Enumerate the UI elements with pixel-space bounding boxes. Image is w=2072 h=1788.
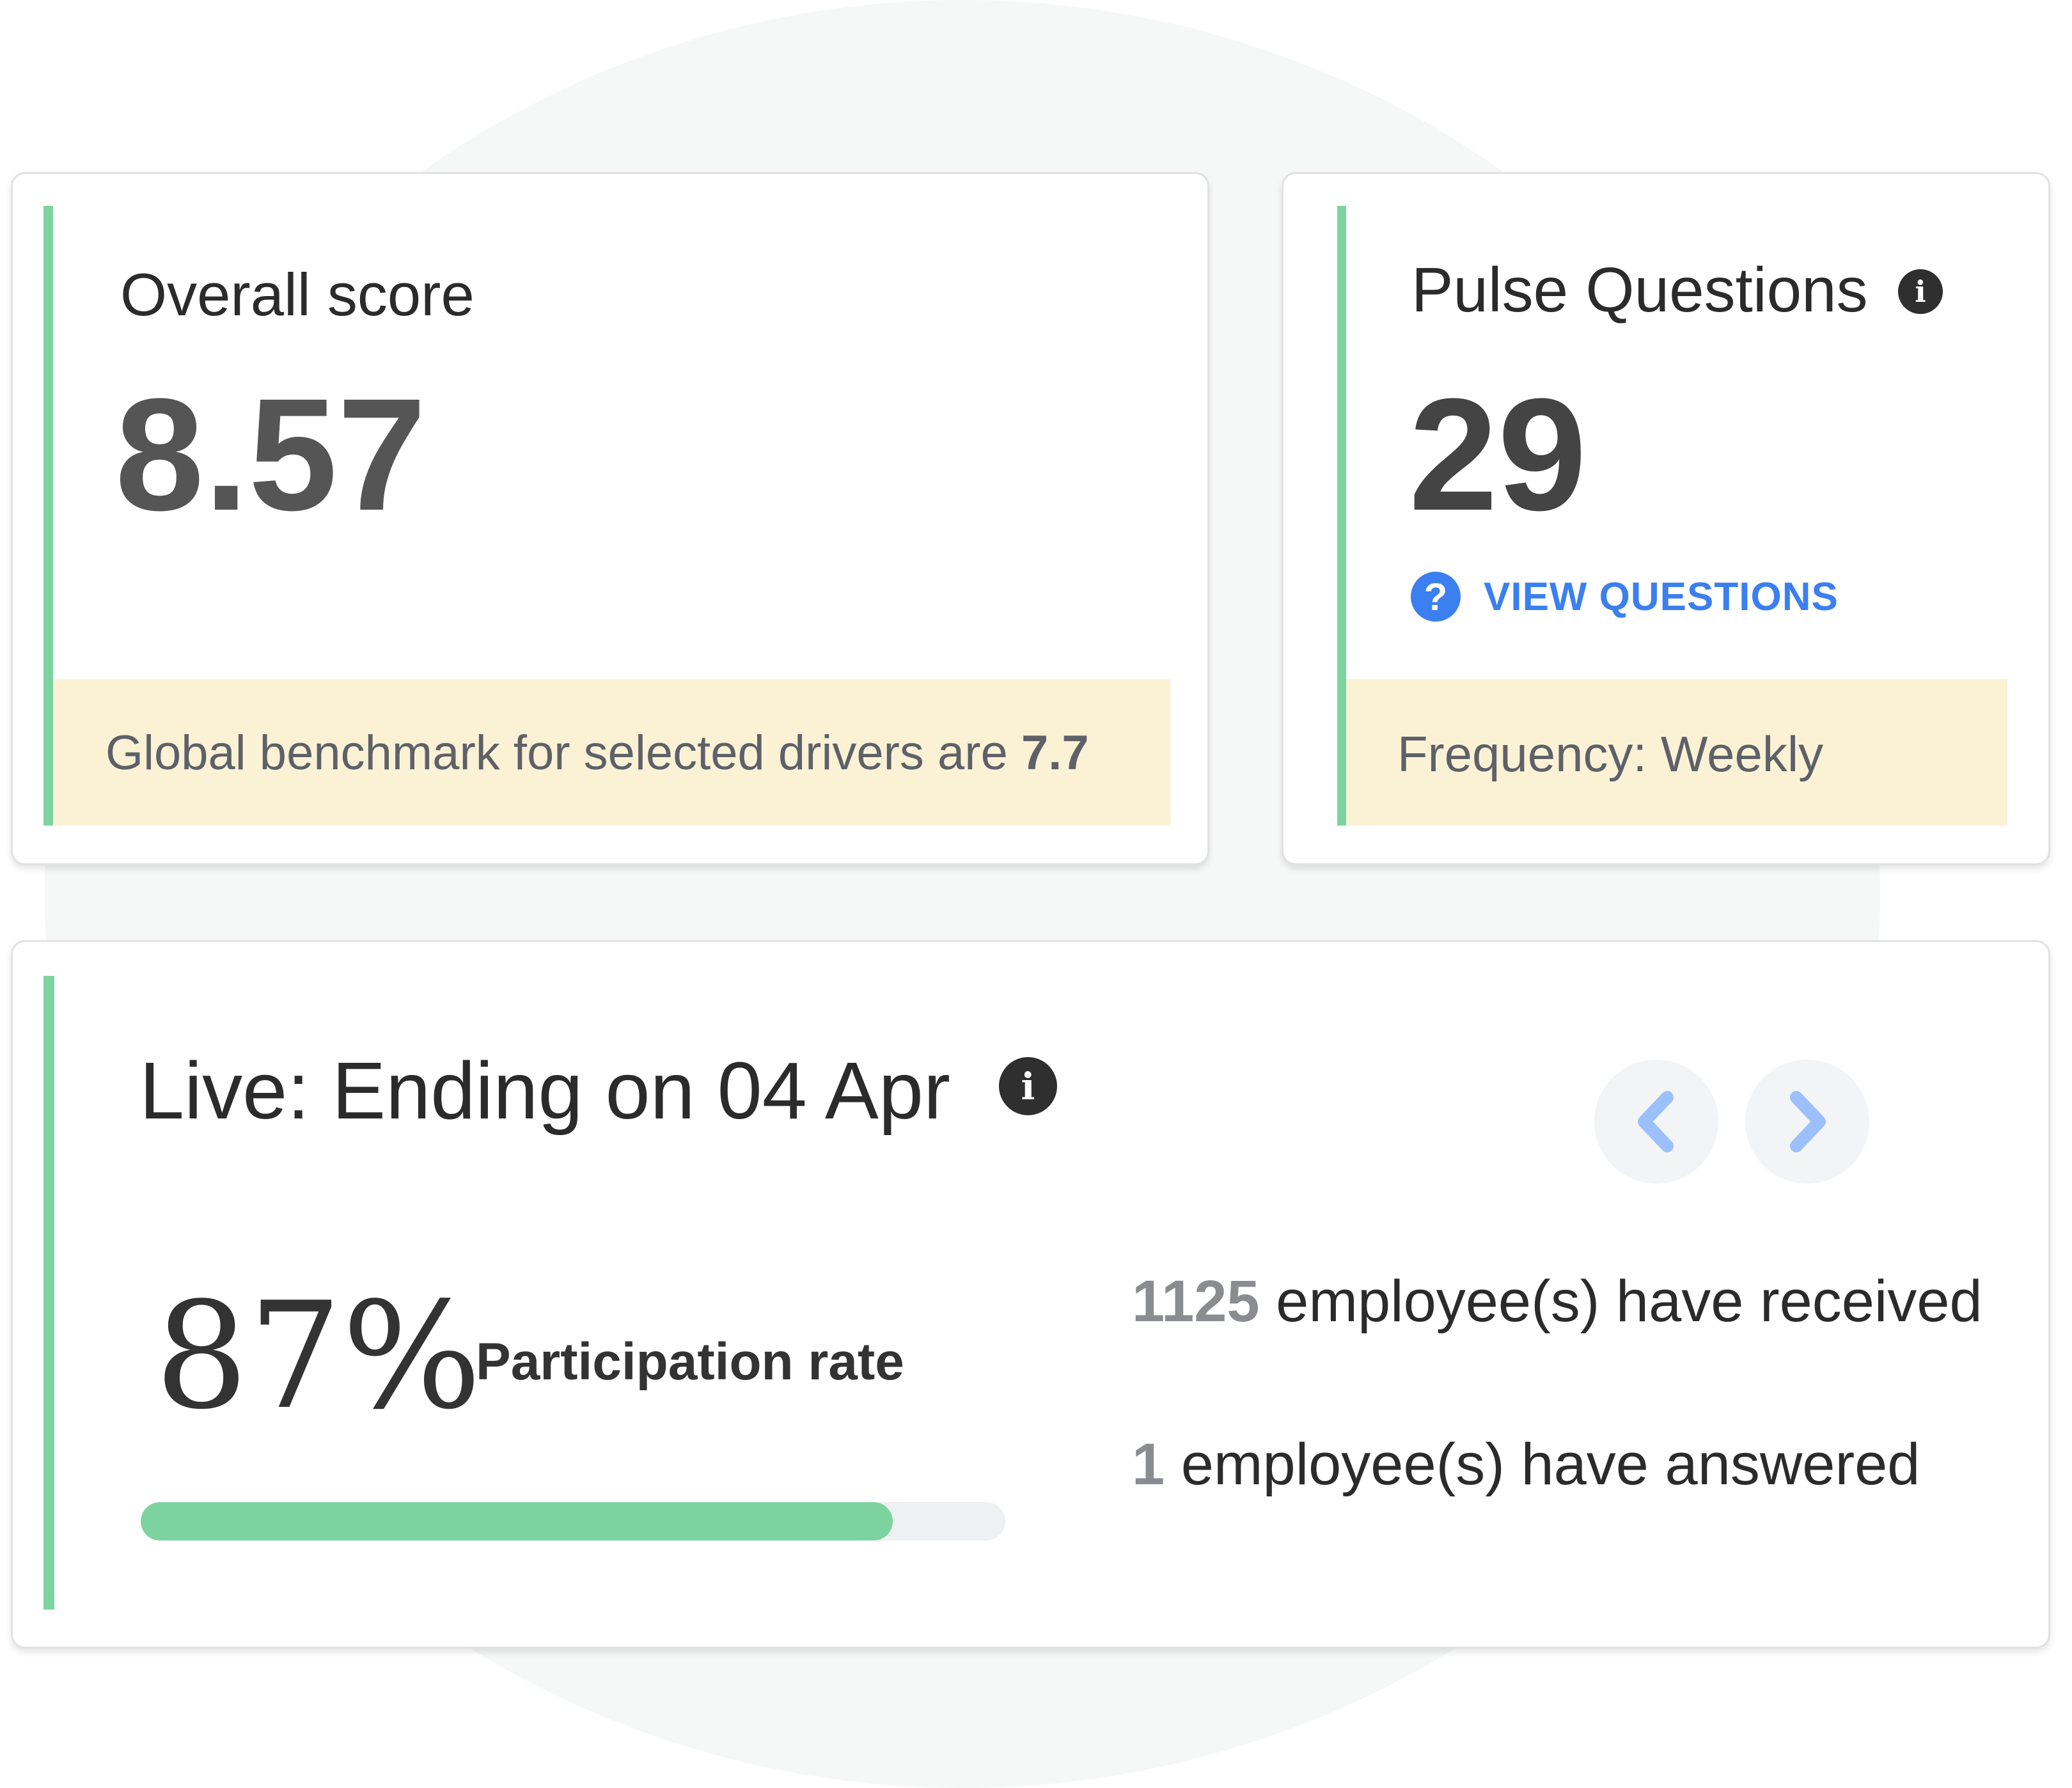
benchmark-label: Global benchmark for selected drivers ar… [106,726,1008,780]
live-participation-card: Live: Ending on 04 Apr i 87% Participati… [11,940,2050,1649]
accent-bar [43,976,54,1610]
previous-button[interactable] [1594,1060,1718,1184]
benchmark-band [53,679,1170,826]
question-circle-icon: ? [1411,572,1461,622]
benchmark-text: Global benchmark for selected drivers ar… [106,725,1089,781]
received-label: employee(s) have received [1276,1269,1982,1334]
view-questions-label: VIEW QUESTIONS [1484,574,1839,619]
received-count: 1125 [1132,1269,1260,1334]
view-questions-link[interactable]: ? VIEW QUESTIONS [1411,572,1839,622]
participation-label: Participation rate [476,1333,904,1391]
overall-score-title: Overall score [120,261,475,328]
answered-count: 1 [1132,1432,1165,1497]
pulse-questions-value: 29 [1409,365,1587,544]
chevron-left-icon [1638,1091,1674,1152]
info-icon[interactable]: i [1898,269,1943,314]
info-icon[interactable]: i [999,1057,1057,1115]
participation-progress-bar [141,1502,1005,1541]
accent-bar [43,206,53,826]
pulse-questions-card: Pulse Questions i 29 ? VIEW QUESTIONS Fr… [1282,172,2050,865]
received-text: 1125 employee(s) have received [1132,1268,1982,1335]
live-title: Live: Ending on 04 Apr [139,1046,950,1136]
overall-score-value: 8.57 [115,365,427,544]
frequency-text: Frequency: Weekly [1397,726,1824,782]
benchmark-value: 7.7 [1021,726,1089,780]
overall-score-card: Overall score 8.57 Global benchmark for … [11,172,1209,865]
pulse-questions-title: Pulse Questions [1411,255,1868,325]
answered-label: employee(s) have answered [1181,1432,1920,1497]
answered-text: 1 employee(s) have answered [1132,1431,1920,1498]
next-button[interactable] [1745,1060,1869,1184]
chevron-right-icon [1790,1091,1826,1152]
participation-value: 87% [155,1271,482,1442]
accent-bar [1337,206,1346,826]
progress-fill [141,1502,893,1541]
frequency-band [1346,679,2007,826]
